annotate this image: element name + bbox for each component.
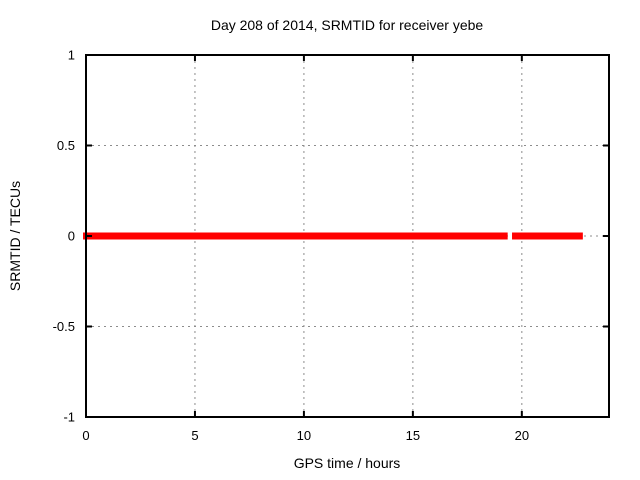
x-tick-label: 15 xyxy=(406,428,420,443)
x-tick-label: 20 xyxy=(515,428,529,443)
y-tick-label: 1 xyxy=(68,48,75,63)
y-axis-label: SRMTID / TECUs xyxy=(7,181,23,291)
y-tick-label: -1 xyxy=(63,410,75,425)
x-tick-label: 0 xyxy=(82,428,89,443)
y-tick-label: 0 xyxy=(68,229,75,244)
x-tick-label: 10 xyxy=(297,428,311,443)
y-tick-label: -0.5 xyxy=(53,319,75,334)
chart-title: Day 208 of 2014, SRMTID for receiver yeb… xyxy=(211,17,484,33)
axes-layer: 0 5 10 15 20 1 0.5 0 -0.5 -1 xyxy=(53,48,610,443)
y-tick-label: 0.5 xyxy=(57,138,75,153)
x-axis-label: GPS time / hours xyxy=(294,455,401,471)
x-tick-label: 5 xyxy=(191,428,198,443)
